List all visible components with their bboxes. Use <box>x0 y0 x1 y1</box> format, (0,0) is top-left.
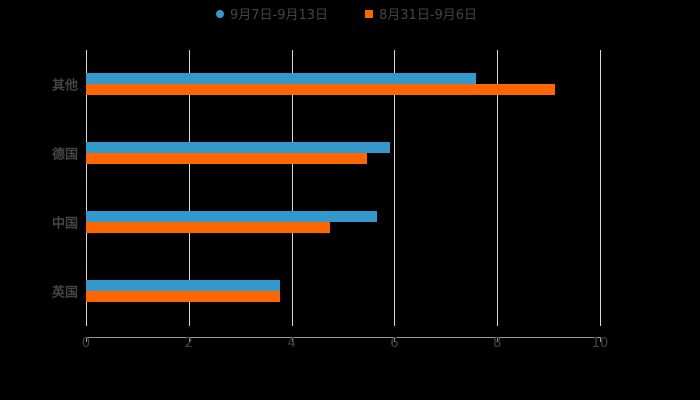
gridline <box>497 50 499 326</box>
bar-1[interactable] <box>86 280 280 291</box>
x-tick <box>86 337 87 342</box>
bar-1[interactable] <box>86 73 476 84</box>
category-label: 德国 <box>51 147 78 163</box>
legend-circle-icon <box>216 9 224 18</box>
x-tick-label: 6 <box>390 336 399 351</box>
x-tick <box>394 337 396 342</box>
gridline <box>394 50 396 326</box>
gridline <box>291 50 293 326</box>
bar-2[interactable] <box>86 153 367 164</box>
bar-2[interactable] <box>86 222 330 233</box>
bar-2[interactable] <box>86 291 280 302</box>
x-tick-label: 0 <box>81 336 91 351</box>
chart-legend: 9月7日-9月13日 8月31日-9月6日 <box>0 4 700 23</box>
bar-1[interactable] <box>86 211 378 222</box>
legend-item-series-1[interactable]: 9月7日-9月13日 <box>216 4 328 23</box>
plot-area <box>86 50 601 326</box>
bar-2[interactable] <box>86 84 555 95</box>
gridline <box>86 50 87 326</box>
bar-1[interactable] <box>86 142 390 153</box>
x-tick-label: 10 <box>591 336 609 351</box>
x-tick-label: 4 <box>287 336 296 351</box>
legend-label: 9月7日-9月13日 <box>230 8 329 23</box>
category-label: 中国 <box>51 216 78 232</box>
category-label: 英国 <box>51 285 78 301</box>
gridline <box>188 50 190 326</box>
gridline <box>600 50 601 326</box>
x-tick <box>497 337 499 342</box>
x-tick <box>188 337 190 342</box>
x-axis <box>86 337 601 338</box>
x-tick <box>600 337 601 342</box>
legend-square-icon <box>365 9 373 18</box>
x-tick-label: 8 <box>493 336 502 351</box>
legend-item-series-2[interactable]: 8月31日-9月6日 <box>365 4 477 23</box>
category-label: 其他 <box>51 78 78 94</box>
x-tick-label: 2 <box>184 336 193 351</box>
legend-label: 8月31日-9月6日 <box>379 8 478 23</box>
x-tick <box>291 337 293 342</box>
